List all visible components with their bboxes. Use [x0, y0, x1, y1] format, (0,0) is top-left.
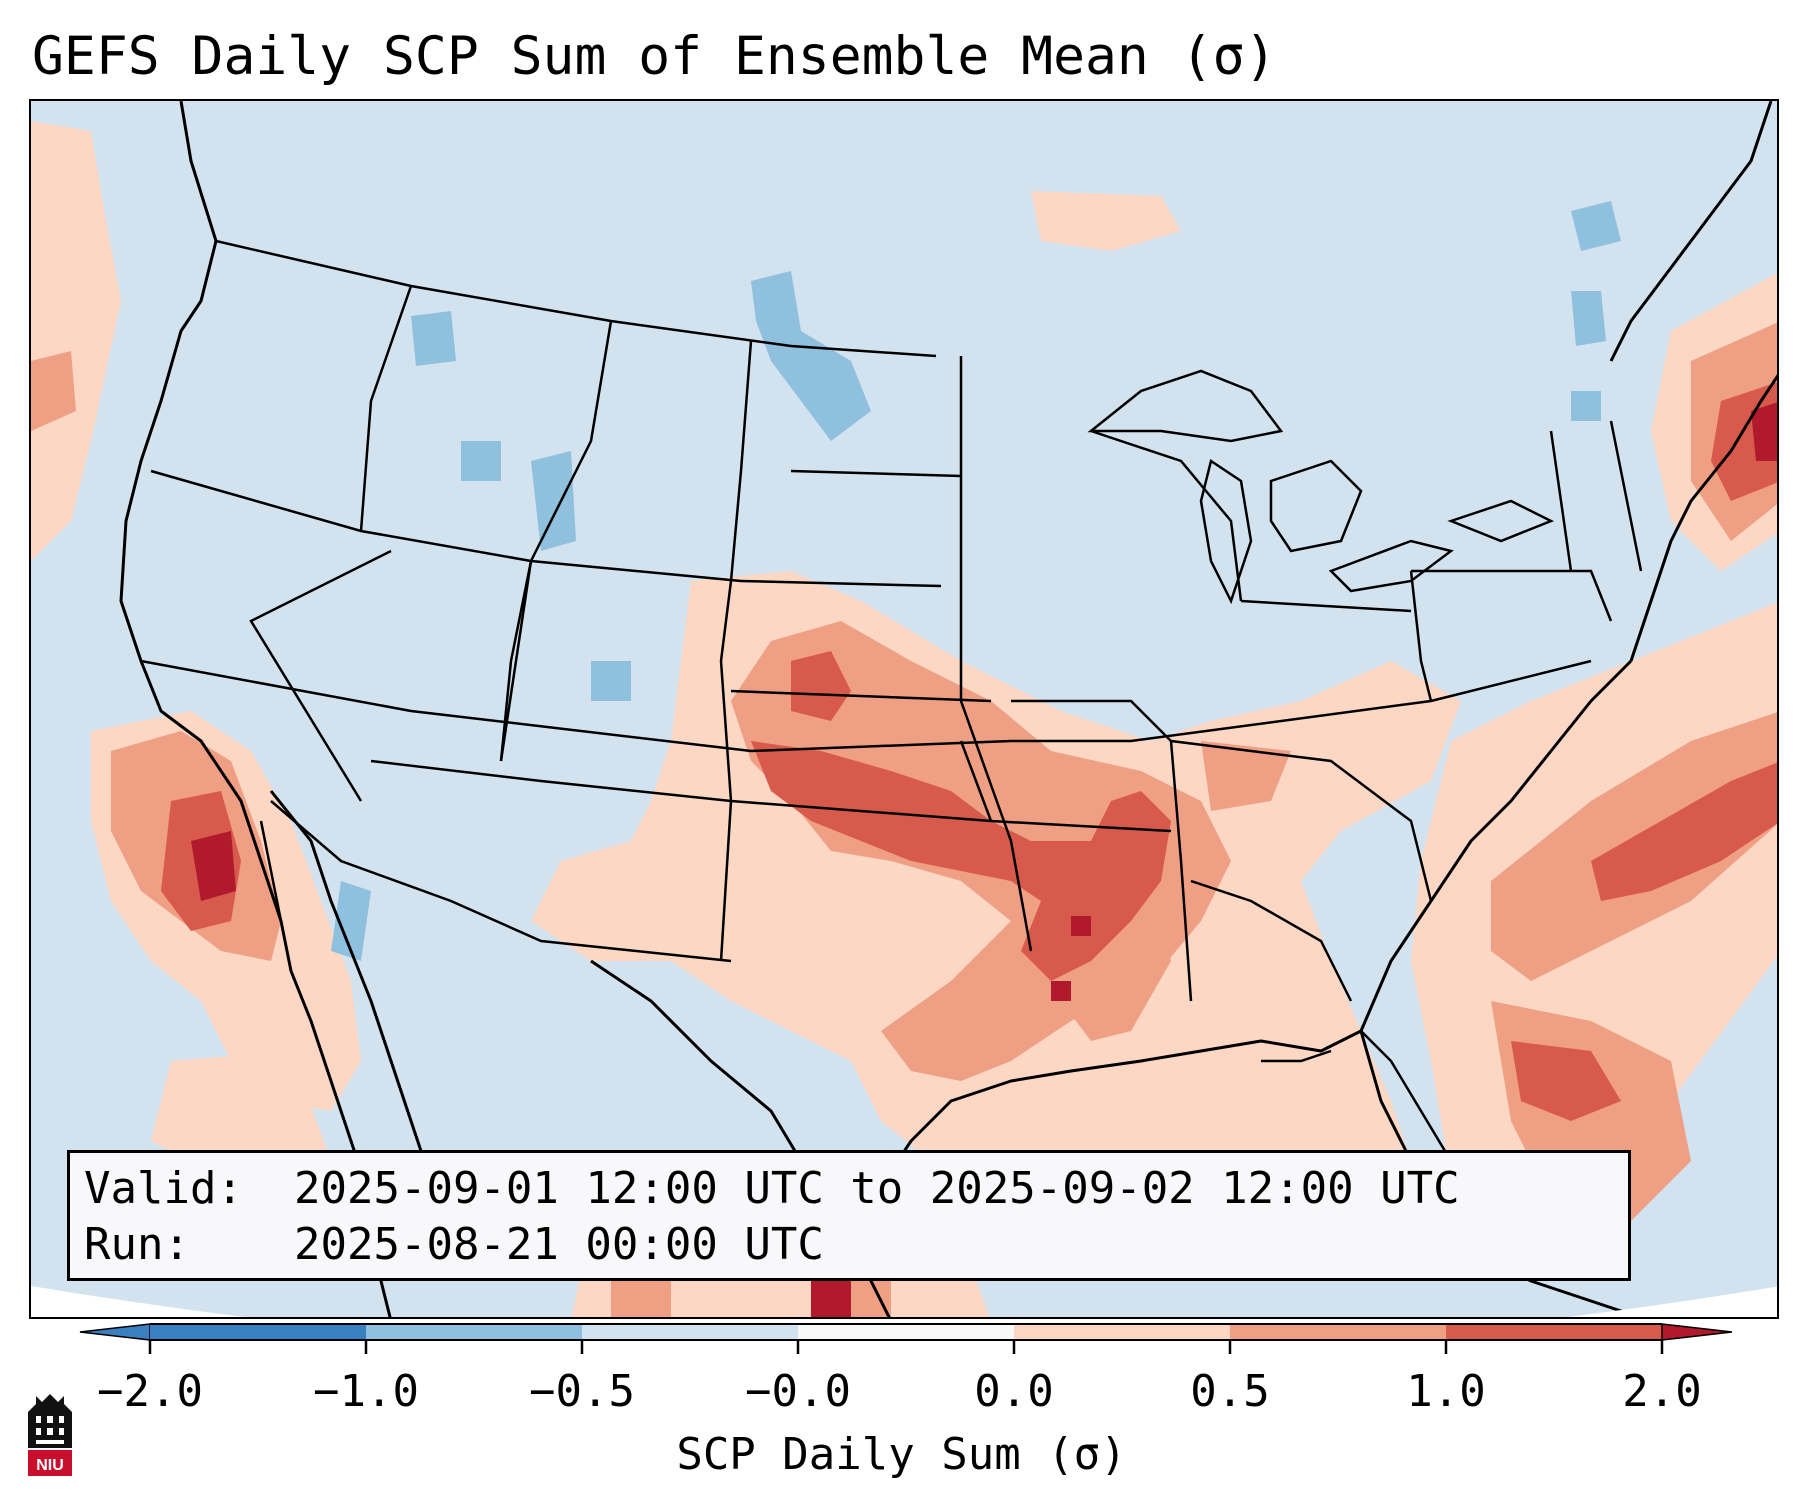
colorbar-tick-label: 0.0: [974, 1366, 1054, 1417]
colorbar-tick-label: 0.5: [1190, 1366, 1270, 1417]
colorbar-segment: [582, 1324, 798, 1340]
colorbar-title: SCP Daily Sum (σ): [676, 1429, 1127, 1480]
valid-value: 2025-09-01 12:00 UTC to 2025-09-02 12:00…: [294, 1163, 1460, 1214]
scp-map: [31, 101, 1777, 1317]
coastlines: [119, 101, 1777, 1317]
colorbar-outline: [150, 1323, 1662, 1341]
colorbar-segment: [798, 1324, 1014, 1340]
colorbar-tick-label: 2.0: [1622, 1366, 1702, 1417]
valid-run-info-box: Valid: 2025-09-01 12:00 UTC to 2025-09-02…: [67, 1150, 1631, 1281]
colorbar-extend-high: [1661, 1323, 1733, 1341]
colorbar-tick-label: −2.0: [97, 1366, 203, 1417]
valid-line: Valid: 2025-09-01 12:00 UTC to 2025-09-02…: [84, 1161, 1614, 1217]
colorbar-tick-label: −0.5: [529, 1366, 635, 1417]
colorbar-segment: [150, 1324, 366, 1340]
run-line: Run: 2025-08-21 00:00 UTC: [84, 1217, 1614, 1273]
logo-text: NIU: [36, 1457, 64, 1474]
colorbar-segments: [79, 1323, 1733, 1341]
great-lakes: [1087, 369, 1555, 605]
niu-building-icon: NIU: [28, 1394, 72, 1476]
field-negative: [331, 201, 1621, 961]
colorbar-segment: [1446, 1324, 1662, 1340]
colorbar-extend-low: [79, 1323, 151, 1341]
field-extreme-positive: [191, 401, 1777, 1317]
colorbar-tick-label: −1.0: [313, 1366, 419, 1417]
colorbar-ticks: [148, 1340, 1664, 1354]
colorbar-segment: [1230, 1324, 1446, 1340]
run-value: 2025-08-21 00:00 UTC: [294, 1219, 824, 1270]
colorbar-tick-label: −0.0: [745, 1366, 851, 1417]
colorbar: [79, 1323, 1733, 1354]
valid-label: Valid:: [84, 1163, 243, 1214]
run-label: Run:: [84, 1219, 190, 1270]
colorbar-segment: [1014, 1324, 1230, 1340]
state-borders: [140, 239, 1643, 1002]
map-panel: [29, 99, 1779, 1319]
colorbar-segment: [366, 1324, 582, 1340]
colorbar-tick-label: 1.0: [1406, 1366, 1486, 1417]
chart-title: GEFS Daily SCP Sum of Ensemble Mean (σ): [32, 26, 1277, 87]
